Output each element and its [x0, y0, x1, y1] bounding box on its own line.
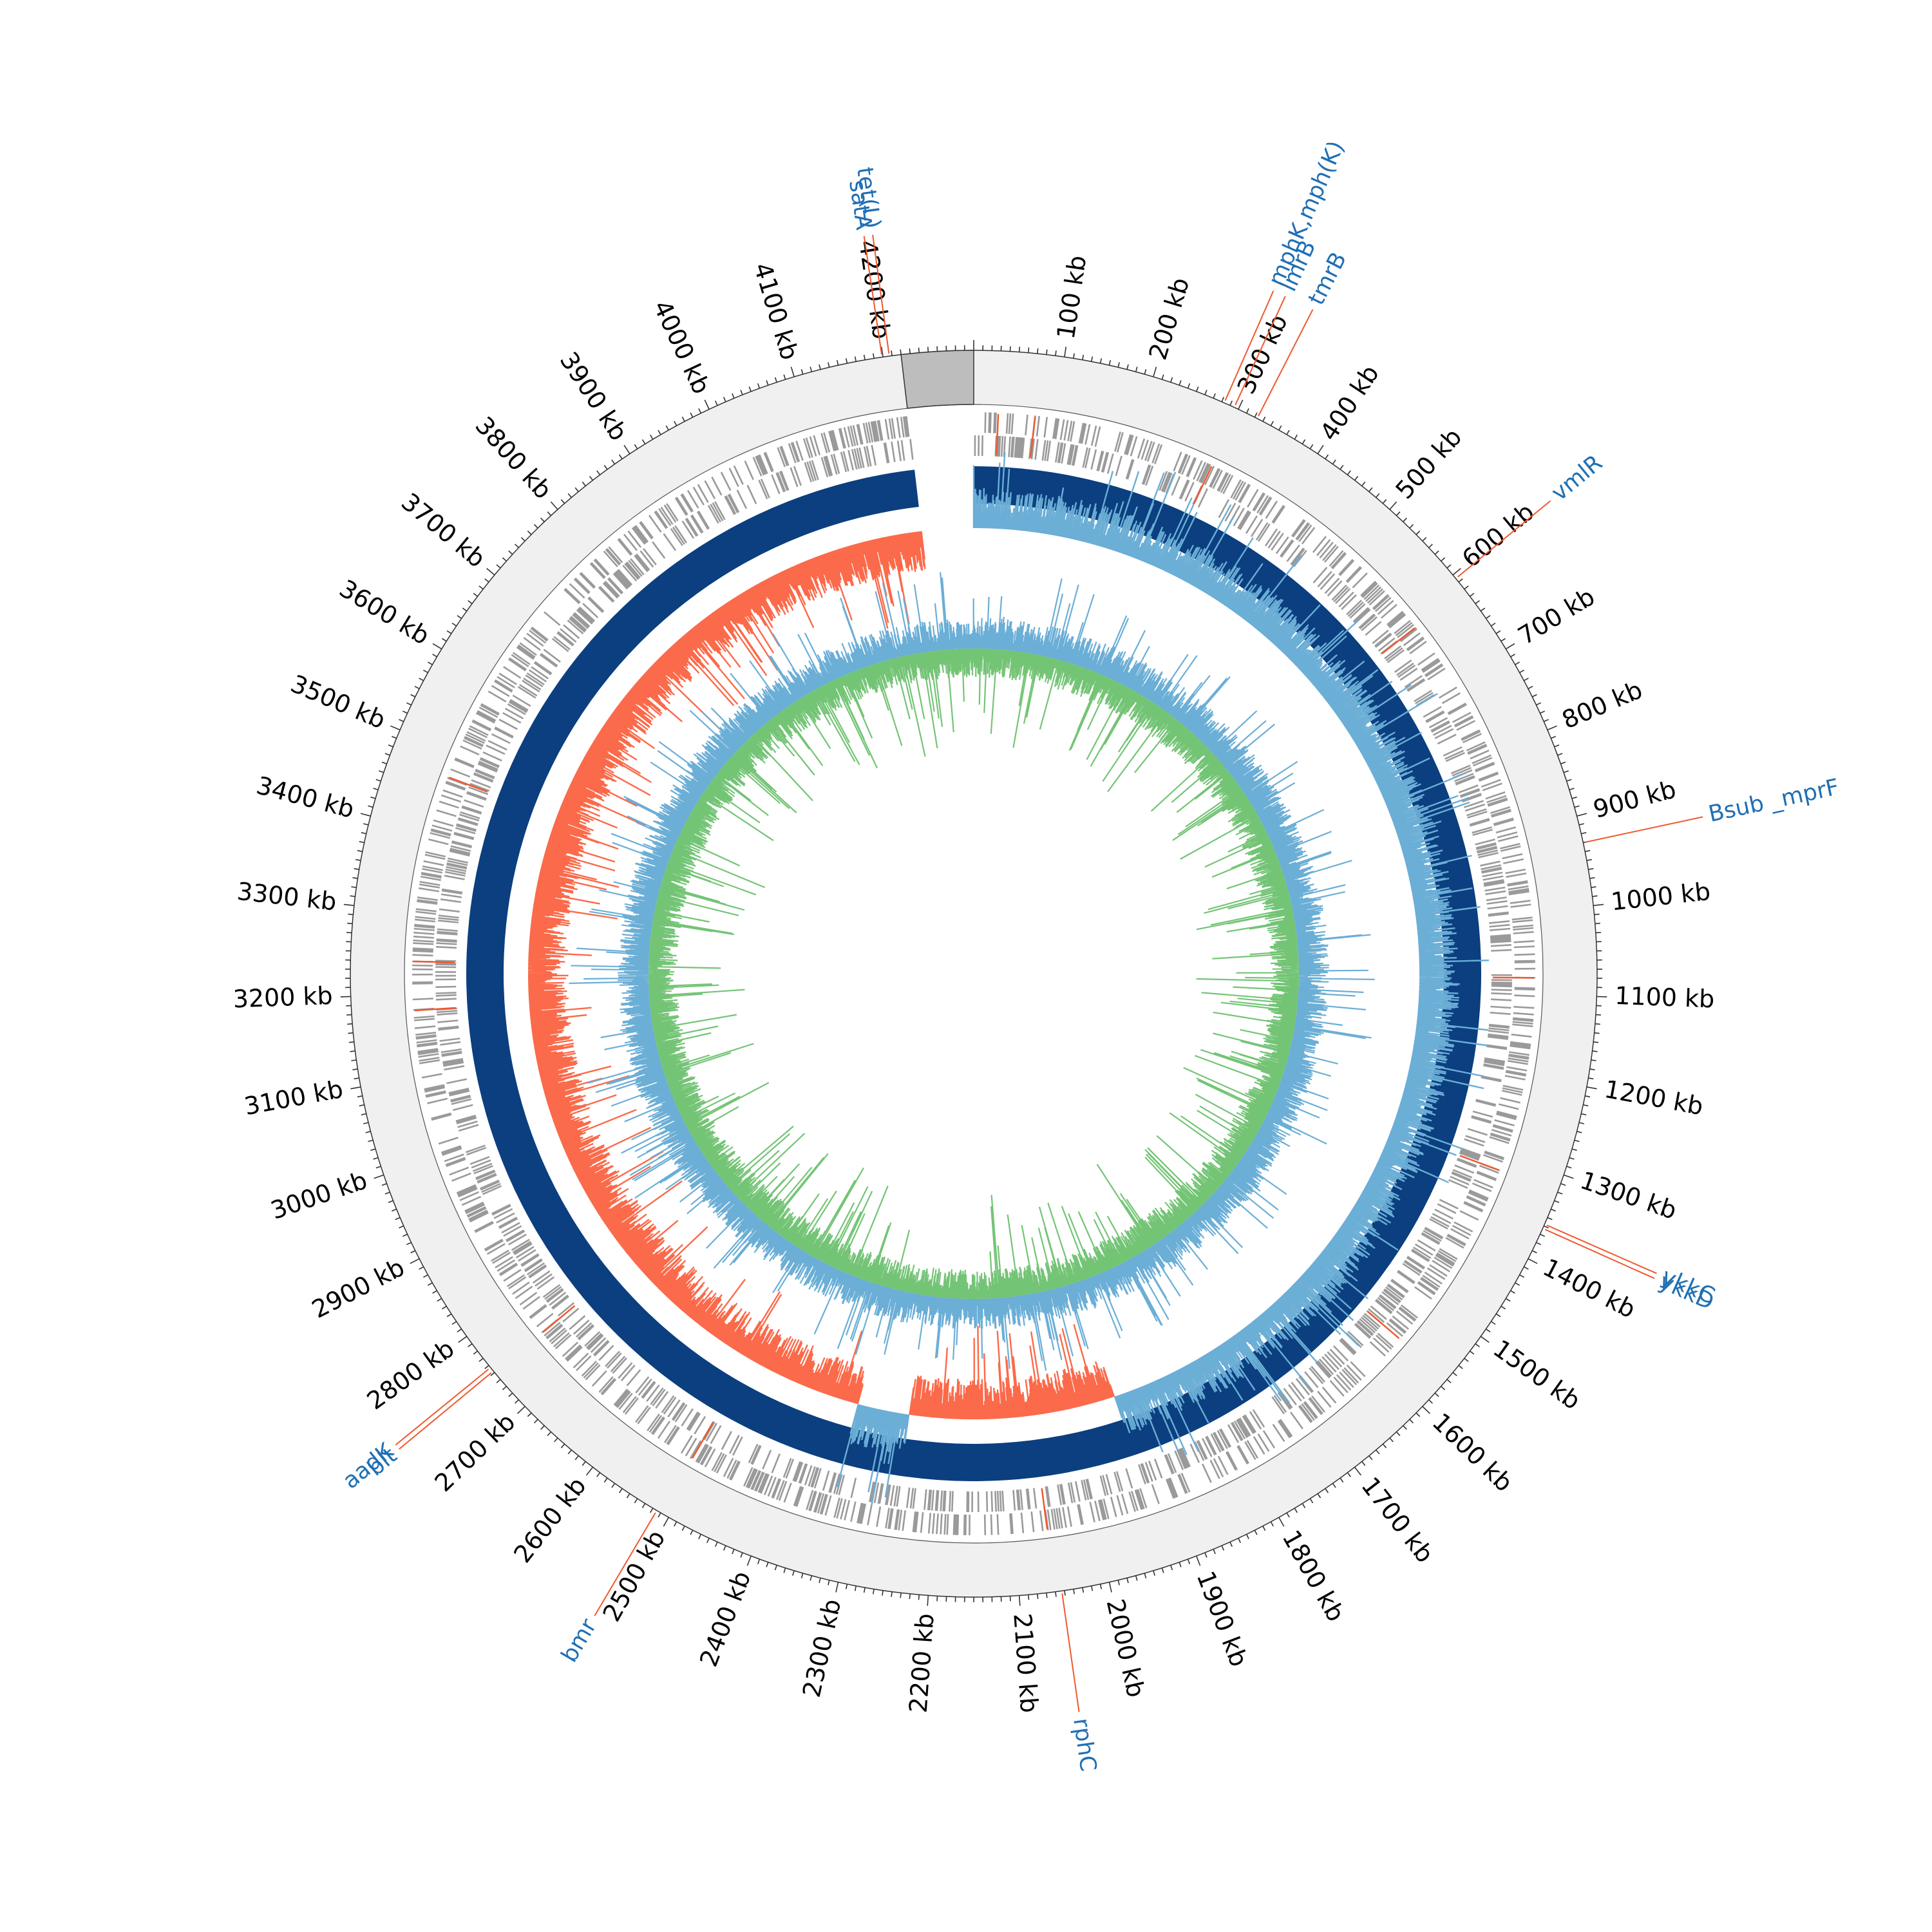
- gene-leader-line: [1457, 500, 1551, 578]
- tick-label: 3800 kb: [469, 411, 557, 504]
- tick-label: 1900 kb: [1191, 1567, 1253, 1671]
- gc-content-track: [569, 572, 1375, 1371]
- gc-content-outer: [569, 572, 1375, 1371]
- tick-label: 500 kb: [1390, 422, 1467, 504]
- gene-leader-line: [872, 234, 890, 354]
- gene-label: vmlR: [1547, 450, 1607, 506]
- tick-label: 1000 kb: [1609, 877, 1712, 916]
- gene-leader-line: [399, 1372, 492, 1450]
- tick-label: 2900 kb: [307, 1253, 409, 1324]
- gene-leader-line: [1235, 296, 1286, 406]
- gene-leader-line: [1258, 309, 1314, 417]
- tick-label: 1500 kb: [1488, 1334, 1586, 1416]
- gene-label: bmr: [556, 1615, 602, 1667]
- tick-label: 3300 kb: [236, 877, 338, 916]
- tick-label: 2700 kb: [429, 1408, 520, 1497]
- tick-label: 900 kb: [1590, 775, 1679, 824]
- gene-leader-line: [594, 1512, 656, 1616]
- tick-label: 200 kb: [1143, 274, 1195, 363]
- tick-label: 1300 kb: [1577, 1166, 1680, 1225]
- tick-label: 2200 kb: [904, 1613, 940, 1714]
- tick-label: 3900 kb: [554, 347, 633, 446]
- tick-label: 700 kb: [1513, 582, 1600, 650]
- gene-leader-line: [395, 1368, 489, 1446]
- tick-lines: [340, 340, 1607, 1606]
- gene-leader-line: [1061, 1593, 1080, 1712]
- cds-highlight-marks: [413, 413, 1534, 1530]
- tick-label: 2600 kb: [508, 1472, 592, 1568]
- tick-label: 1100 kb: [1615, 981, 1715, 1014]
- gc-skew-positive: [836, 452, 1490, 1506]
- tick-label: 2800 kb: [362, 1334, 460, 1416]
- gc-content-inner: [648, 648, 1300, 1300]
- tick-label: 3100 kb: [242, 1075, 345, 1121]
- tick-label: 300 kb: [1232, 310, 1293, 398]
- tick-label: 1600 kb: [1426, 1408, 1518, 1497]
- tick-label: 2300 kb: [797, 1596, 847, 1700]
- tick-label: 3500 kb: [287, 669, 390, 734]
- gene-leader-line: [1546, 1224, 1657, 1274]
- gene-leader-line: [863, 236, 883, 355]
- tick-label: 2400 kb: [694, 1567, 756, 1671]
- gene-leader-line: [1586, 816, 1703, 843]
- cds-marks: [412, 412, 1536, 1536]
- tick-label: 3400 kb: [254, 771, 357, 824]
- tick-label: 1200 kb: [1602, 1075, 1705, 1121]
- gap-block: [900, 350, 974, 409]
- gene-label: Bsub _mprF: [1706, 775, 1841, 828]
- tick-label: 3600 kb: [334, 574, 434, 650]
- tick-label: 1800 kb: [1276, 1526, 1350, 1627]
- tick-label: 2100 kb: [1008, 1613, 1043, 1714]
- tick-label: 800 kb: [1558, 676, 1647, 735]
- tick-label: 3700 kb: [396, 488, 491, 573]
- cds-track: [412, 412, 1536, 1536]
- tick-label: 600 kb: [1457, 497, 1540, 573]
- tick-label: 4100 kb: [748, 260, 804, 363]
- tick-label: 100 kb: [1052, 254, 1092, 341]
- tick-label: 1400 kb: [1539, 1253, 1640, 1324]
- tick-label: 2000 kb: [1101, 1596, 1151, 1700]
- tick-label: 1700 kb: [1356, 1472, 1439, 1568]
- gene-leader-line: [1544, 1229, 1655, 1279]
- tick-marks: [340, 340, 1607, 1606]
- tick-label: 4000 kb: [648, 296, 716, 399]
- gene-label: rphC: [1068, 1716, 1101, 1773]
- tick-label: 2500 kb: [597, 1526, 670, 1627]
- gc-skew-track: [527, 452, 1490, 1506]
- tick-label: 400 kb: [1314, 360, 1385, 446]
- tick-label: 3200 kb: [232, 981, 333, 1014]
- tick-label: 3000 kb: [267, 1166, 371, 1225]
- gc-skew-negative: [527, 531, 1115, 1420]
- gene-leader-line: [1224, 290, 1274, 401]
